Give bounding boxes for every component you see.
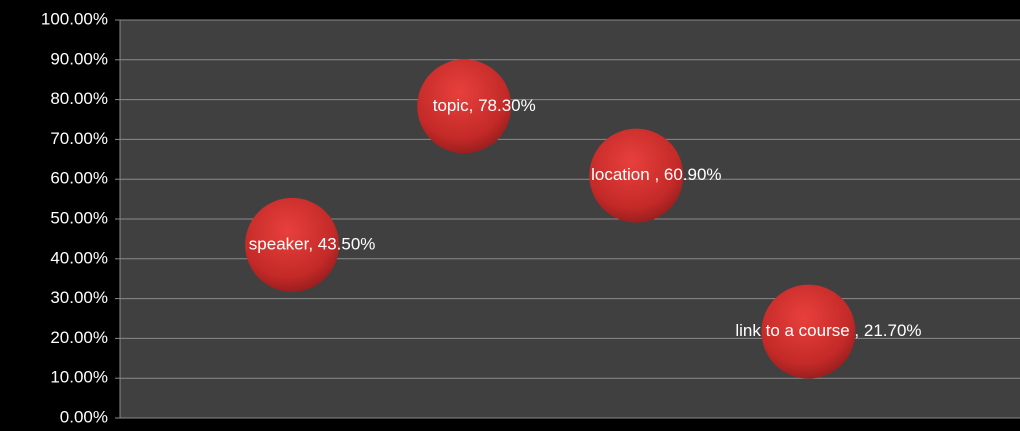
y-tick-label: 70.00% [50,129,108,148]
data-label: link to a course , 21.70% [735,321,921,340]
y-tick-label: 30.00% [50,288,108,307]
y-tick-label: 40.00% [50,248,108,267]
y-tick-label: 50.00% [50,208,108,227]
bubble [589,128,684,223]
y-tick-label: 80.00% [50,89,108,108]
data-label: topic, 78.30% [433,96,536,115]
y-tick-label: 10.00% [50,368,108,387]
y-tick-label: 20.00% [50,328,108,347]
bubble [245,197,340,292]
y-tick-label: 60.00% [50,169,108,188]
y-tick-label: 100.00% [41,9,108,28]
bubble [417,59,512,154]
y-tick-label: 90.00% [50,49,108,68]
y-tick-label: 0.00% [60,407,108,426]
data-label: speaker, 43.50% [249,234,376,253]
bubble [761,284,856,379]
data-label: location , 60.90% [591,165,721,184]
